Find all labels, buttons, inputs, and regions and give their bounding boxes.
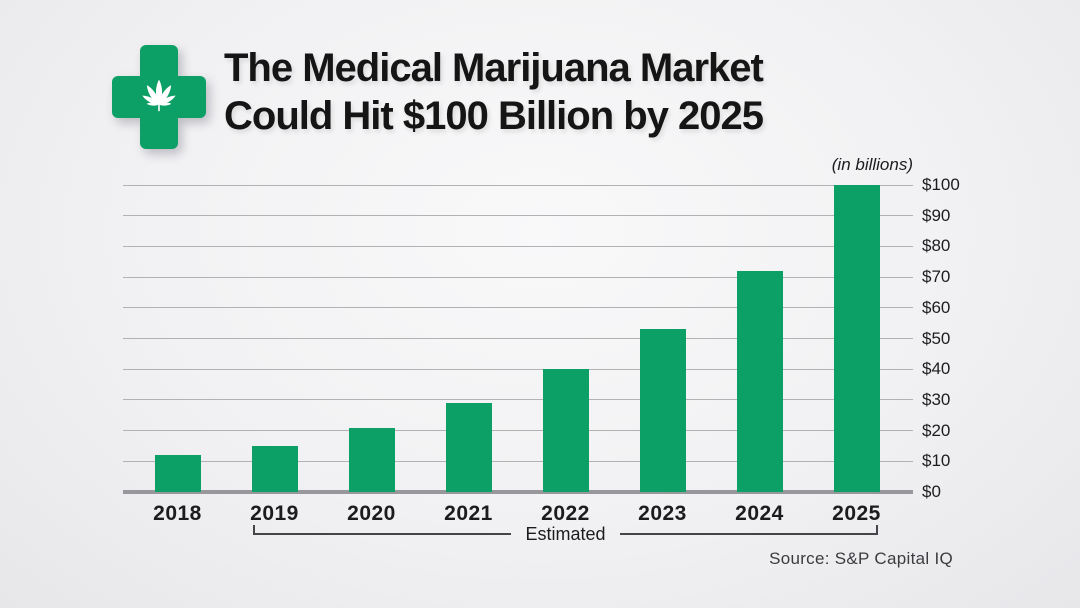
gridline [123,184,913,186]
bar-2024 [736,270,783,492]
x-axis-baseline [123,490,913,494]
gridline [123,215,913,217]
x-tick-label-2020: 2020 [347,502,396,525]
cannabis-leaf-icon [142,79,176,112]
x-tick-label-2023: 2023 [638,502,687,525]
gridline [123,430,913,432]
unit-note: (in billions) [831,155,913,174]
gridline [123,460,913,462]
title-line-2: Could Hit $100 Billion by 2025 [224,94,764,138]
x-tick-label-2022: 2022 [541,502,590,525]
bars [129,185,905,492]
bar-2018 [154,455,201,492]
cannabis-cross-logo [112,45,206,149]
y-tick-label: $0 [922,482,941,501]
x-tick-label-2024: 2024 [735,502,784,525]
bar-2021 [445,402,492,492]
estimated-bracket: Estimated [253,523,879,544]
bar-column-2023 [614,185,711,492]
source-credit: Source: S&P Capital IQ [769,549,953,568]
bar-column-2020 [323,185,420,492]
y-tick-label: $90 [922,205,951,225]
estimated-label: Estimated [525,523,606,544]
x-tick-label-2025: 2025 [832,502,881,525]
bar-2019 [251,445,298,492]
bar-2020 [348,427,395,492]
gridline [123,368,913,370]
gridline [123,245,913,247]
y-tick-label: $80 [922,236,951,256]
bar-2022 [542,369,589,492]
y-tick-label: $10 [922,451,951,471]
y-tick-label: $60 [922,297,951,317]
x-axis-labels: 2018 2019 2020 2021 2022 2023 2024 2025 [129,502,905,526]
y-tick-label: $40 [922,359,951,379]
bar-column-2022 [517,185,614,492]
x-tick-label-2019: 2019 [250,502,299,525]
bracket-line-right [619,533,877,535]
bar-column-2025 [808,185,905,492]
bar-column-2021 [420,185,517,492]
bar-chart-plot: $0 $10 $20 $30 $40 $50 $60 $70 $80 $90 $100 [123,175,960,501]
bar-2025 [833,185,880,492]
gridline [123,399,913,401]
title-line-1: The Medical Marijuana Market [224,46,764,90]
bar-2023 [639,329,686,492]
chart-title: The Medical Marijuana Market Could Hit $… [224,44,764,140]
bracket-right-tick [876,525,879,535]
y-tick-label: $50 [922,328,951,348]
y-tick-label: $20 [922,420,951,440]
y-tick-label: $30 [922,389,951,409]
gridline [123,338,913,339]
bracket-line-left [255,533,512,535]
x-tick-label-2021: 2021 [444,502,493,525]
bar-column-2018 [129,185,226,492]
gridline [123,307,913,309]
y-tick-label: $100 [922,175,960,194]
x-tick-label-2018: 2018 [153,502,202,525]
y-tick-label: $70 [922,267,951,287]
bar-column-2024 [711,185,808,492]
bracket-left-tick [253,525,255,535]
gridline [123,276,913,278]
bar-column-2019 [226,185,323,492]
